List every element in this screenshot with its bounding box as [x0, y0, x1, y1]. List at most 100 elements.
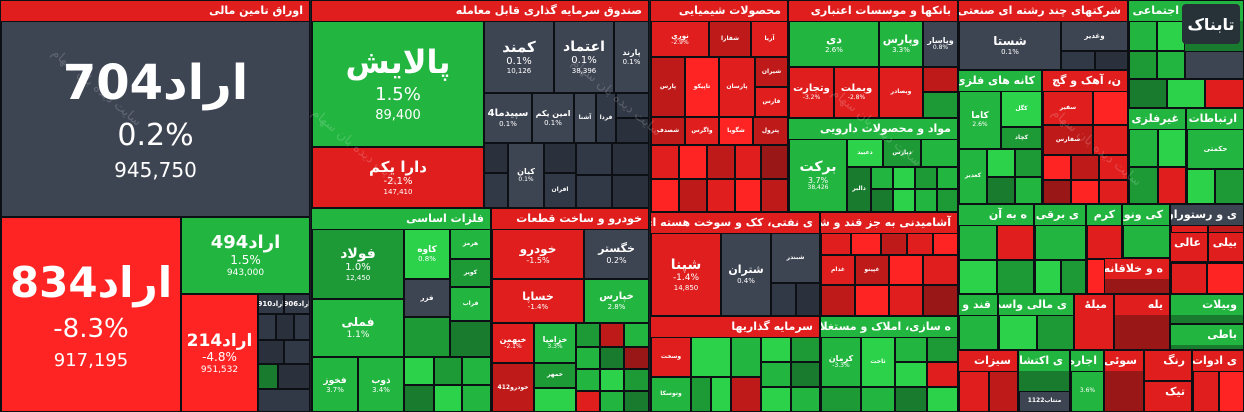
- tile-small[interactable]: [258, 340, 284, 364]
- tile-ferab[interactable]: فراب: [450, 287, 490, 321]
- tile-small[interactable]: [1219, 371, 1243, 411]
- tile-folad[interactable]: فولاد 1.0% 12,450: [312, 229, 404, 299]
- tile-khsapa[interactable]: خساپا -1.4%: [492, 279, 584, 323]
- tile-small[interactable]: [997, 260, 1033, 293]
- tile-kian[interactable]: کیان 0.1%: [508, 143, 544, 207]
- tile-small[interactable]: [1093, 125, 1127, 155]
- tile-small[interactable]: [258, 389, 309, 411]
- tile-small[interactable]: [544, 143, 576, 173]
- tile-small[interactable]: [1157, 51, 1185, 79]
- tile-ghazal[interactable]: غدام: [821, 255, 855, 285]
- tile-small[interactable]: [1193, 371, 1219, 411]
- tile-small[interactable]: [881, 233, 907, 255]
- tile-kghadir[interactable]: کغدیر: [959, 149, 987, 203]
- tile-dparsa[interactable]: دپارس: [883, 139, 921, 167]
- tile-small[interactable]: [927, 337, 957, 362]
- tile-small[interactable]: [707, 179, 735, 211]
- tile-chem[interactable]: شصدف: [651, 117, 685, 145]
- tile-small[interactable]: [921, 139, 957, 167]
- tile-small[interactable]: [576, 175, 612, 207]
- tile-khbahman[interactable]: خبهمن -2.1%: [492, 323, 534, 363]
- tile-kave[interactable]: کاوه 0.8%: [404, 229, 450, 279]
- tile-chem[interactable]: پارسان: [719, 57, 755, 117]
- tile-chem[interactable]: شیران: [755, 57, 787, 87]
- tile-farda[interactable]: فردا: [596, 93, 616, 143]
- tile-dey[interactable]: دی 2.6%: [789, 21, 879, 67]
- tile-kama[interactable]: کاما 2.6%: [959, 91, 1001, 149]
- tile-kerman[interactable]: کرمان -3.3%: [821, 337, 861, 387]
- tile-erad910[interactable]: اراد910: [258, 294, 284, 314]
- tile-small[interactable]: [1187, 169, 1215, 203]
- tile-chem[interactable]: شگویا: [719, 117, 753, 145]
- sector-misc5[interactable]: [1170, 262, 1244, 294]
- tile-small[interactable]: [484, 143, 508, 173]
- tile-kchad[interactable]: کچاد: [1001, 127, 1041, 149]
- sector-misc8[interactable]: باطی: [1170, 324, 1244, 350]
- tile-hormoz[interactable]: هرمز: [450, 229, 490, 259]
- tile-small[interactable]: [484, 173, 508, 207]
- tile-vtoos[interactable]: وتوسکا: [651, 377, 691, 411]
- tile-chem[interactable]: فارس: [755, 87, 787, 117]
- sector-sugar2[interactable]: قند و شکر: [958, 294, 998, 350]
- tile-kaveer[interactable]: کویر: [450, 259, 490, 287]
- tile-small[interactable]: [600, 347, 624, 369]
- tile-chem[interactable]: شفارا: [709, 21, 751, 57]
- tile-small[interactable]: [294, 314, 309, 340]
- tile-small[interactable]: [959, 225, 997, 260]
- tile-small[interactable]: [258, 314, 276, 340]
- tile-fakhuz[interactable]: فخوز 3.7%: [312, 357, 358, 411]
- tile-kgol[interactable]: کگل: [1001, 91, 1041, 127]
- tile-small[interactable]: [1071, 180, 1099, 203]
- tile-small[interactable]: [933, 233, 957, 255]
- tile-small[interactable]: [735, 179, 761, 211]
- sector-metal-ores[interactable]: کانه های فلزی کاما 2.6% کگل کچاد کغدیر: [958, 70, 1042, 204]
- tile-small[interactable]: [937, 189, 957, 211]
- tile-small[interactable]: [735, 145, 761, 179]
- tile-small[interactable]: [600, 323, 624, 347]
- tile-chem[interactable]: پترول: [753, 117, 787, 145]
- sector-etf[interactable]: صندوق سرمایه گذاری قابل معامله پالایش 1.…: [311, 0, 649, 208]
- tile-small[interactable]: [1205, 79, 1243, 107]
- tile-small[interactable]: [761, 337, 791, 362]
- tile-small[interactable]: [612, 175, 648, 207]
- brand-logo[interactable]: تابناک: [1182, 4, 1240, 44]
- tile-small[interactable]: [907, 233, 933, 255]
- tile-small[interactable]: [576, 391, 600, 411]
- tile-erad834[interactable]: اراد834 -8.3% 917,195: [1, 217, 181, 411]
- tile-small[interactable]: [821, 233, 851, 255]
- tile-small[interactable]: [707, 145, 735, 179]
- tile-vsandoq[interactable]: وسخت: [651, 337, 691, 377]
- sector-financial[interactable]: اوراق تامین مالی اراد704 0.2% 945,750 ار…: [0, 0, 310, 412]
- tile-shepna[interactable]: شپنا -1.4% 14,850: [651, 233, 721, 315]
- tile-dabidar[interactable]: دعبید: [847, 139, 883, 167]
- tile-chem[interactable]: آریا: [751, 21, 787, 57]
- sector-misc1[interactable]: میلهٔ: [1074, 294, 1114, 350]
- tile-dalbor[interactable]: دالبر: [847, 167, 871, 211]
- tile-small[interactable]: [1015, 149, 1041, 177]
- tile-small[interactable]: [600, 391, 624, 411]
- tile-etemad[interactable]: اعتماد 0.1% 38,396: [554, 21, 614, 93]
- tile-small[interactable]: [1129, 129, 1158, 167]
- tile-small[interactable]: [404, 357, 434, 385]
- tile-small[interactable]: [1158, 167, 1185, 203]
- tile-fameli[interactable]: فملی 1.1%: [312, 299, 404, 357]
- tile-small[interactable]: [1071, 155, 1099, 180]
- tile-vghadir[interactable]: وغدیر: [1061, 21, 1127, 51]
- tile-small[interactable]: [923, 92, 957, 117]
- tile-small[interactable]: [927, 362, 957, 387]
- sector-realestate[interactable]: ه سازی، املاک و مستغلات کرمان -3.3% ثاخت: [820, 316, 958, 412]
- tile-small[interactable]: [821, 387, 861, 411]
- tile-small[interactable]: [959, 315, 997, 349]
- tile-small[interactable]: [855, 285, 889, 315]
- tile-small[interactable]: [923, 285, 957, 315]
- tile-small[interactable]: [915, 189, 937, 211]
- tile-aflak[interactable]: افران: [544, 173, 576, 207]
- sector-misc6[interactable]: سوئی: [1104, 350, 1144, 412]
- tile-erad906[interactable]: اراد906: [284, 294, 309, 314]
- tile-small[interactable]: [927, 387, 957, 411]
- tile-small[interactable]: [534, 388, 576, 411]
- tile-small[interactable]: [1158, 129, 1185, 167]
- tile-hekmat[interactable]: حکمتی: [1187, 129, 1243, 169]
- tile-small[interactable]: [691, 377, 711, 411]
- tile-small[interactable]: [1093, 91, 1127, 125]
